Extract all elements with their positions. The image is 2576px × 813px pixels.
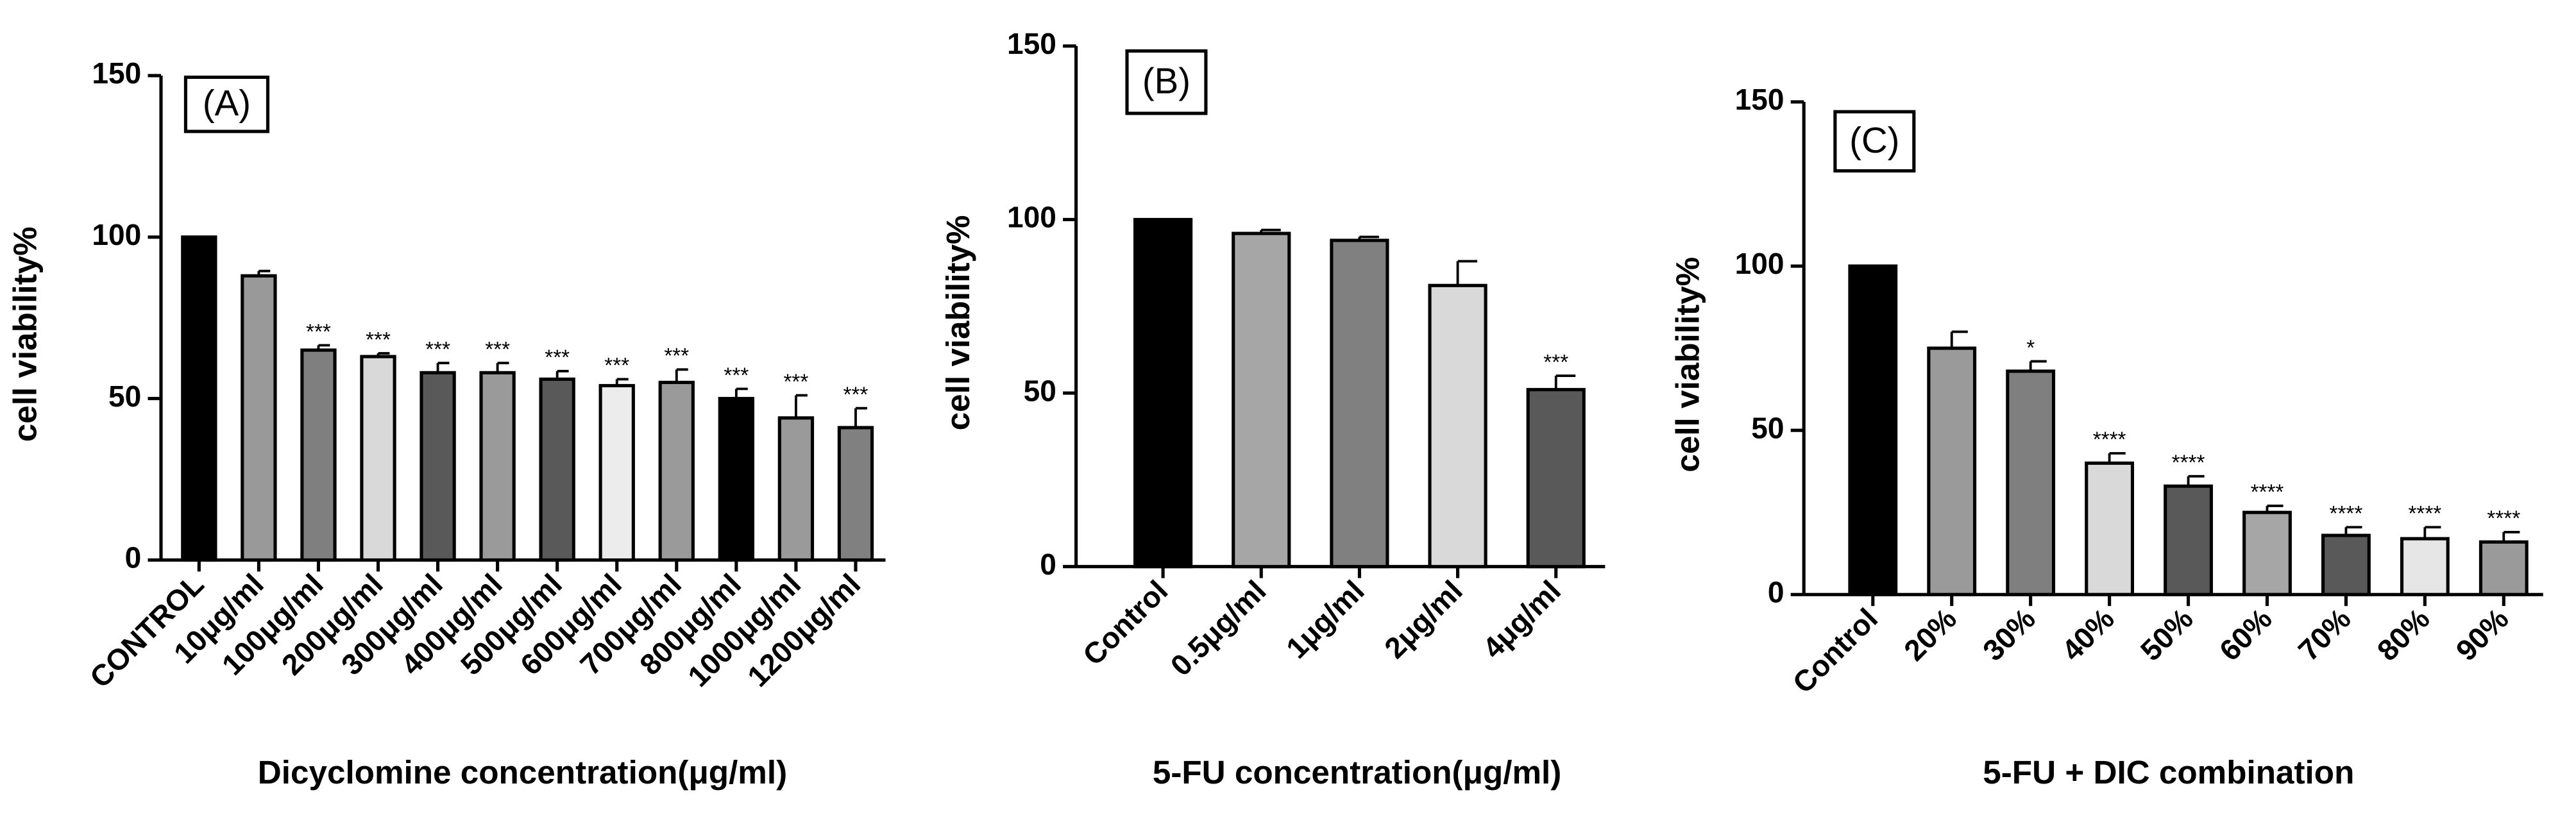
x-tick-label: 1μg/ml [1280,574,1371,665]
significance: *** [425,338,450,362]
bar [300,348,337,562]
y-axis-label: cell viability% [940,215,976,430]
x-axis-label: 5-FU concentration(μg/ml) [1153,754,1561,791]
bar [479,371,516,562]
significance: *** [1543,351,1568,374]
x-tick-label: 70% [2292,602,2357,667]
significance: *** [366,328,391,352]
significance: **** [2172,451,2205,475]
y-tick-label: 150 [1007,27,1056,60]
y-axis-label: cell viability% [1669,257,1706,473]
x-tick-label: 40% [2055,602,2121,667]
bar [1330,239,1389,569]
y-tick-label: 0 [125,541,142,574]
panel-label: (C) [1849,120,1899,160]
significance: *** [843,383,869,406]
x-tick-label: 50% [2134,602,2199,667]
panel-box [183,75,270,133]
bar [2321,533,2371,596]
x-axis-label: 5-FU + DIC combination [1983,754,2354,791]
y-tick-label: 0 [1768,575,1784,608]
panel-label: (B) [1142,61,1191,101]
y-axis-label: cell viability% [6,226,43,442]
significance: *** [783,370,808,394]
significance: *** [545,346,570,370]
significance: *** [485,338,510,362]
significance: **** [2408,502,2441,526]
panel-label: (A) [203,83,251,123]
y-tick-label: 100 [1735,247,1784,280]
bar [1848,264,1898,596]
significance: **** [2093,428,2126,452]
panel: 050100150CONTROL10μg/ml100μg/ml***200μg/… [6,56,886,791]
bar [2400,537,2450,596]
y-tick-label: 50 [1751,411,1784,444]
y-tick-label: 100 [1007,201,1056,234]
x-tick-label: Control [1076,574,1174,672]
bar [2085,461,2135,596]
bar [1232,231,1291,569]
y-tick-label: 150 [1735,83,1784,116]
x-tick-label: 4μg/ml [1476,574,1567,665]
panel: 0 50 100 150 Control 20% 30% * 40% **** 50% **** 60%… [1669,83,2543,791]
x-axis-label: Dicyclomine concentration(μg/ml) [258,754,787,791]
bar [777,416,815,562]
x-tick-label: 90% [2450,602,2515,667]
bar [241,274,277,562]
bar [658,380,695,562]
bar [2479,540,2529,596]
bar [1526,388,1586,569]
x-tick-label: 0.5μg/ml [1164,574,1273,682]
x-tick-label: 2μg/ml [1378,574,1469,665]
significance: * [2026,336,2035,360]
bar [837,426,874,562]
panel-box [1125,49,1208,115]
bar [1133,217,1193,569]
bar [419,371,456,562]
bar [539,377,575,562]
x-tick-label: 20% [1897,602,1963,667]
significance: **** [2487,507,2520,531]
significance: *** [604,354,629,378]
significance: *** [724,364,749,387]
bar [718,397,755,562]
significance: **** [2251,481,2284,505]
y-tick-label: 50 [108,380,141,413]
bar [1927,346,1977,596]
x-tick-label: 60% [2213,602,2278,667]
bar [2164,484,2213,596]
panel-box [1833,110,1916,173]
bar [360,355,396,562]
significance: *** [664,344,689,368]
y-tick-label: 0 [1040,548,1056,581]
bar [598,383,635,562]
significance: **** [2330,502,2363,526]
y-tick-label: 150 [92,56,141,90]
y-tick-label: 50 [1024,374,1056,407]
bar [2006,369,2056,596]
bar [2242,510,2292,596]
significance: *** [306,320,331,344]
x-tick-label: 30% [1976,602,2042,667]
x-tick-label: 80% [2371,602,2436,667]
bar [1428,283,1487,569]
y-tick-label: 100 [92,218,141,251]
bar [181,235,217,562]
x-tick-label: Control [1786,602,1884,700]
